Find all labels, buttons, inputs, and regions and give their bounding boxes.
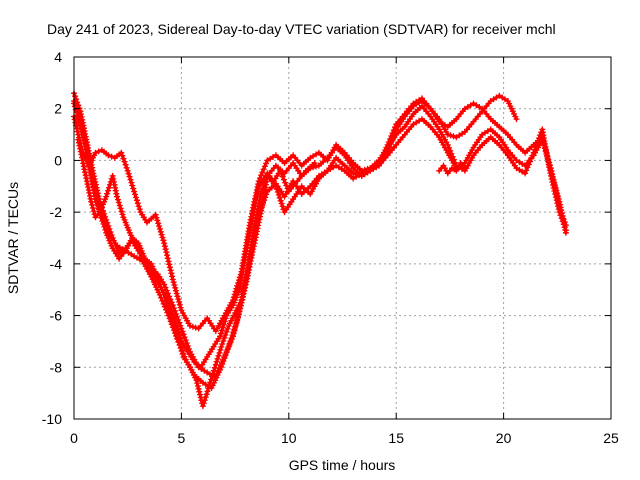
y-tick-label: 0	[54, 152, 62, 168]
series-line	[72, 91, 568, 380]
y-tick-label: -10	[42, 411, 62, 427]
x-tick-label: 20	[496, 430, 512, 446]
x-tick-label: 5	[178, 430, 186, 446]
series-track-6	[436, 160, 468, 177]
y-tick-label: -2	[50, 204, 63, 220]
series-line	[72, 94, 519, 390]
x-tick-label: 15	[388, 430, 404, 446]
series-markers	[436, 160, 468, 177]
series-markers	[71, 100, 569, 410]
x-tick-label: 0	[70, 430, 78, 446]
x-tick-label: 10	[281, 430, 297, 446]
y-tick-label: 4	[54, 49, 62, 65]
series-markers	[71, 90, 569, 381]
y-tick-label: -8	[50, 359, 63, 375]
y-tick-label: -6	[50, 308, 63, 324]
series-line	[72, 101, 568, 408]
x-axis-label: GPS time / hours	[289, 457, 396, 473]
chart-title: Day 241 of 2023, Sidereal Day-to-day VTE…	[47, 21, 556, 37]
axis-ticks: 0 5 10 15 20 25 -10 -8 -6 -4 -2 0 2 4	[42, 49, 619, 446]
x-tick-label: 25	[603, 430, 619, 446]
series-markers	[75, 136, 318, 371]
series-track-5	[75, 136, 318, 371]
plot-frame	[73, 56, 612, 420]
plot-area	[71, 90, 569, 410]
grid	[74, 57, 611, 419]
series-track-4	[71, 100, 569, 410]
series-track-3	[71, 90, 569, 381]
y-tick-label: 2	[54, 101, 62, 117]
y-axis-label: SDTVAR / TECUs	[5, 182, 21, 294]
y-tick-label: -4	[50, 256, 63, 272]
